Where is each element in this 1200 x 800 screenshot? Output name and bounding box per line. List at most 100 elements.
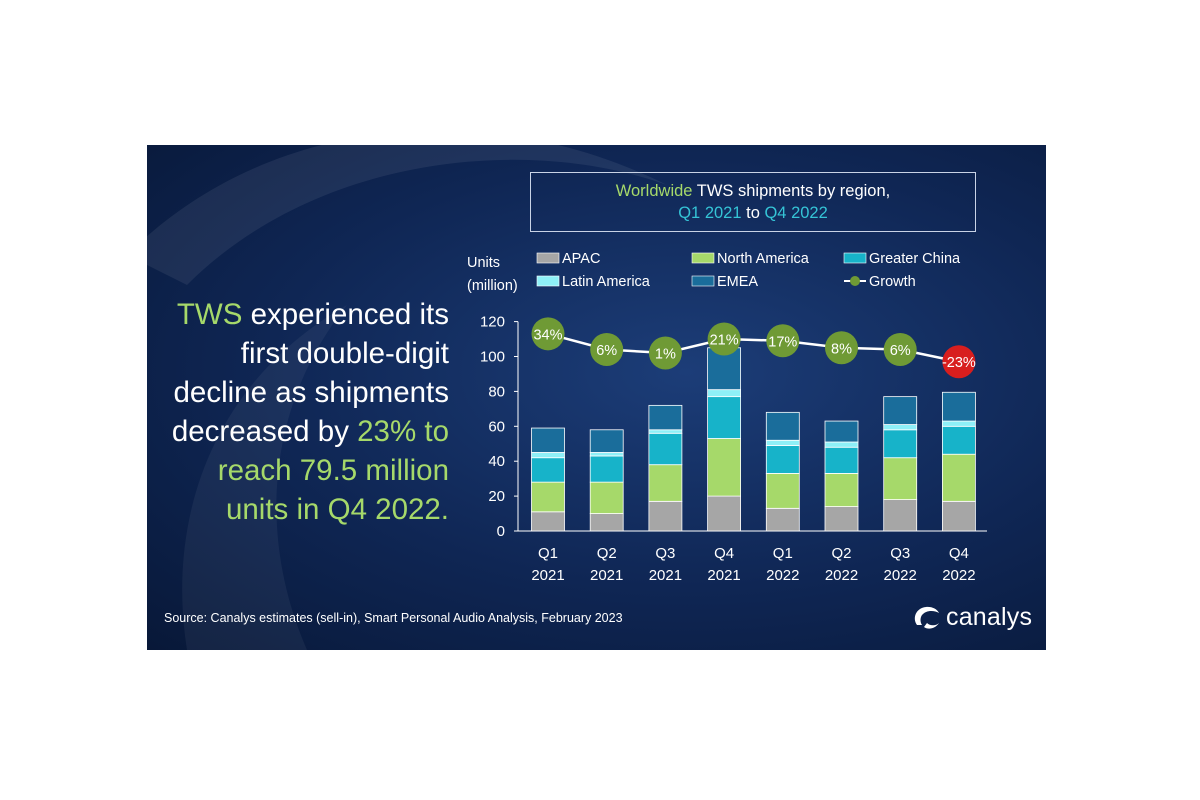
legend-growth-marker bbox=[850, 276, 860, 286]
bar-segment-greater-china bbox=[707, 396, 741, 439]
growth-marker bbox=[531, 317, 565, 351]
legend-label: Greater China bbox=[869, 251, 961, 267]
bar-segment-apac bbox=[648, 500, 683, 532]
growth-marker bbox=[590, 333, 624, 367]
x-tick-label-quarter: Q4 bbox=[714, 545, 734, 562]
x-tick-label-year: 2021 bbox=[531, 567, 564, 584]
x-tick-label-year: 2022 bbox=[766, 567, 799, 584]
x-tick-label-quarter: Q3 bbox=[890, 545, 910, 562]
title-start: Q1 2021 bbox=[678, 204, 742, 222]
bar-segment-greater-china bbox=[589, 455, 624, 483]
x-tick-label-year: 2021 bbox=[707, 567, 740, 584]
y-axis-label-units: Units bbox=[467, 255, 500, 271]
title-end: Q4 2022 bbox=[764, 204, 828, 222]
x-tick-label-quarter: Q2 bbox=[597, 545, 617, 562]
y-tick-label: 20 bbox=[488, 488, 505, 505]
bar-segment-greater-china bbox=[531, 457, 565, 483]
bar-segment-north-america bbox=[589, 481, 624, 514]
y-tick-label: 0 bbox=[497, 523, 505, 540]
bar-segment-latin-america bbox=[765, 439, 800, 446]
x-tick-label-quarter: Q1 bbox=[773, 545, 793, 562]
bar-segment-greater-china bbox=[765, 445, 800, 474]
legend-swatch-latin-america bbox=[536, 275, 560, 287]
growth-label: 6% bbox=[890, 343, 911, 359]
growth-label: 21% bbox=[710, 333, 739, 349]
legend-label: Growth bbox=[869, 274, 916, 290]
legend-swatch-apac bbox=[536, 252, 560, 264]
y-tick-label: 40 bbox=[488, 453, 505, 470]
growth-marker bbox=[942, 345, 976, 379]
growth-marker bbox=[883, 333, 917, 367]
bar-segment-emea bbox=[531, 427, 565, 453]
x-tick-label-quarter: Q4 bbox=[949, 545, 969, 562]
bar-segment-apac bbox=[531, 511, 565, 532]
x-tick-label-year: 2022 bbox=[825, 567, 858, 584]
growth-label: 34% bbox=[533, 327, 562, 343]
canalys-logo-text: canalys bbox=[946, 602, 1033, 631]
legend-swatch-emea bbox=[691, 275, 715, 287]
legend-label: Latin America bbox=[562, 274, 651, 290]
x-tick-label-quarter: Q3 bbox=[655, 545, 675, 562]
title-main: TWS shipments by region, bbox=[692, 182, 891, 200]
y-tick-label: 100 bbox=[480, 349, 505, 366]
x-tick-label-year: 2022 bbox=[942, 567, 975, 584]
bar-segment-latin-america bbox=[648, 429, 683, 434]
chart-title-line1: Worldwide TWS shipments by region, bbox=[531, 180, 975, 202]
legend-label: APAC bbox=[562, 251, 600, 267]
bar-segment-latin-america bbox=[942, 420, 976, 427]
growth-label: -23% bbox=[942, 355, 976, 371]
growth-marker bbox=[707, 322, 741, 356]
stacked-bar-chart: Units (million) 0 20 40 60 80 100 120 Q1 2021 Q2 202… bbox=[467, 251, 987, 584]
x-tick-label-year: 2022 bbox=[884, 567, 917, 584]
bar-segment-emea bbox=[765, 411, 800, 441]
bar-segment-latin-america bbox=[824, 441, 859, 448]
title-worldwide: Worldwide bbox=[615, 182, 693, 200]
bar-segment-apac bbox=[589, 513, 624, 532]
bar-segment-north-america bbox=[824, 473, 859, 507]
headline-highlight-units: to reach 79.5 million units in Q4 2022. bbox=[217, 415, 449, 526]
bar-segment-latin-america bbox=[589, 452, 624, 457]
bar-segment-apac bbox=[824, 506, 859, 532]
bar-segment-north-america bbox=[648, 464, 683, 502]
growth-marker bbox=[648, 336, 682, 370]
x-tick-label-year: 2021 bbox=[649, 567, 682, 584]
canalys-logo: canalys bbox=[912, 602, 1032, 632]
legend-swatch-greater-china bbox=[843, 252, 867, 264]
legend-swatch-north-america bbox=[691, 252, 715, 264]
bar-segment-emea bbox=[648, 404, 683, 431]
y-tick-label: 60 bbox=[488, 418, 505, 435]
x-tick-label-quarter: Q1 bbox=[538, 545, 558, 562]
background-swoosh bbox=[147, 145, 667, 650]
bar-segment-apac bbox=[707, 495, 741, 532]
bar-segment-latin-america bbox=[531, 452, 565, 459]
bar-segment-emea bbox=[824, 420, 859, 443]
y-tick-label: 80 bbox=[488, 383, 505, 400]
growth-marker bbox=[766, 324, 800, 358]
bar-segment-emea bbox=[883, 396, 918, 425]
bar-segment-greater-china bbox=[648, 432, 683, 466]
bar-segment-north-america bbox=[765, 473, 800, 509]
canalys-logo-icon bbox=[914, 606, 939, 629]
slide-background: TWS experienced its first double-digit d… bbox=[147, 145, 1046, 650]
bar-segment-north-america bbox=[707, 438, 741, 497]
legend-label: EMEA bbox=[717, 274, 758, 290]
bar-segment-north-america bbox=[531, 481, 565, 513]
bar-segment-north-america bbox=[883, 457, 918, 500]
headline: TWS experienced its first double-digit d… bbox=[153, 295, 449, 529]
chart-title-line2: Q1 2021 to Q4 2022 bbox=[531, 202, 975, 224]
growth-label: 6% bbox=[596, 343, 617, 359]
legend-label: North America bbox=[717, 251, 810, 267]
headline-highlight-percent: 23% bbox=[357, 415, 417, 448]
bar-segment-greater-china bbox=[942, 425, 976, 455]
bar-segment-greater-china bbox=[824, 446, 859, 474]
growth-marker bbox=[825, 331, 858, 365]
bar-segment-north-america bbox=[942, 453, 976, 502]
x-tick-label-year: 2021 bbox=[590, 567, 623, 584]
y-axis-label-million: (million) bbox=[467, 278, 518, 294]
chart-title-box: Worldwide TWS shipments by region, Q1 20… bbox=[530, 172, 976, 232]
growth-label: 8% bbox=[831, 341, 852, 357]
x-tick-label-quarter: Q2 bbox=[831, 545, 851, 562]
y-tick-label: 120 bbox=[480, 314, 505, 331]
bar-segment-apac bbox=[942, 500, 976, 532]
headline-text: experienced its first double-digit decli… bbox=[171, 298, 449, 448]
